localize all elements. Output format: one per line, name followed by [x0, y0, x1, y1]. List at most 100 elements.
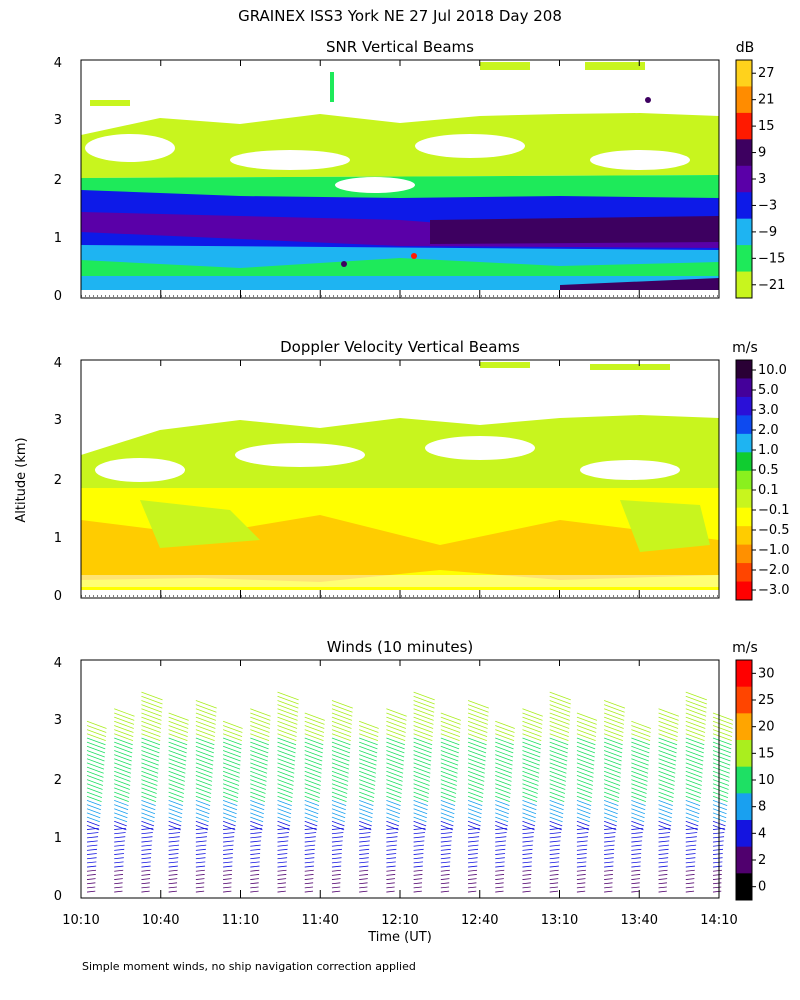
wind-barb	[413, 832, 426, 835]
wind-barb	[195, 712, 217, 721]
wind-barb	[576, 808, 591, 815]
wind-barb	[168, 825, 181, 831]
wind-barb	[195, 827, 208, 830]
wind-barb	[141, 844, 152, 847]
wind-barb	[386, 795, 402, 802]
wind-barb	[576, 791, 592, 798]
wind-barb	[250, 812, 264, 819]
colorbar-swatch	[736, 581, 752, 601]
wind-barb	[413, 812, 427, 819]
panel-winds: Winds (10 minutes) 0 1 2 3 4 10:10 10:40 1…	[54, 638, 775, 928]
wind-barb	[359, 770, 376, 778]
wind-barb	[631, 840, 643, 843]
wind-barb	[114, 775, 131, 782]
wind-barb	[576, 816, 590, 823]
figure-title: GRAINEX ISS3 York NE 27 Jul 2018 Day 208	[238, 7, 562, 25]
y-tick-label: 2	[54, 773, 62, 788]
wind-barb	[223, 840, 234, 843]
wind-barb	[522, 848, 533, 851]
wind-barb	[413, 886, 422, 889]
wind-barb	[195, 795, 211, 802]
wind-barb	[712, 882, 722, 885]
wind-barb	[223, 886, 232, 889]
doppler-gap	[425, 436, 535, 460]
wind-barb	[685, 874, 695, 876]
wind-barb	[576, 758, 595, 766]
wind-barb	[331, 750, 350, 758]
wind-barb	[141, 766, 159, 774]
wind-barb	[359, 720, 379, 729]
wind-barb	[440, 770, 458, 778]
wind-barb	[440, 729, 460, 737]
wind-barb	[495, 844, 506, 847]
wind-barb	[413, 762, 431, 770]
wind-barb	[386, 832, 398, 835]
wind-barb	[522, 758, 540, 766]
wind-profile	[386, 708, 407, 893]
wind-barb	[277, 857, 288, 860]
wind-barb	[549, 720, 570, 729]
wind-barb	[549, 766, 567, 774]
wind-barb	[277, 770, 295, 778]
wind-barb	[222, 750, 241, 758]
wind-barb	[576, 750, 595, 758]
snr-field	[81, 62, 719, 290]
wind-barb	[277, 865, 287, 868]
wind-barb	[495, 758, 513, 766]
wind-barb	[114, 808, 128, 815]
wind-barb	[440, 827, 453, 830]
wind-barb	[277, 733, 297, 742]
wind-barb	[114, 758, 132, 766]
wind-barb	[658, 878, 668, 880]
wind-barb	[223, 861, 233, 864]
wind-barb	[549, 783, 566, 790]
wind-barb	[631, 869, 641, 872]
wind-barb	[522, 770, 540, 778]
wind-barb	[712, 890, 722, 893]
wind-barb	[440, 716, 461, 725]
wind-barb	[304, 869, 314, 872]
wind-barb	[522, 886, 531, 889]
wind-barb	[331, 700, 353, 709]
colorbar-swatch	[736, 245, 752, 273]
wind-barb	[168, 878, 178, 880]
wind-profile	[141, 691, 163, 893]
wind-barb	[576, 741, 596, 750]
wind-barb	[712, 779, 730, 786]
wind-barb	[277, 775, 294, 782]
wind-barb	[440, 758, 459, 766]
wind-barb	[359, 816, 373, 823]
wind-barb	[522, 844, 533, 847]
wind-barb	[331, 729, 352, 737]
wind-barb	[277, 825, 290, 831]
wind-barb	[685, 770, 703, 778]
wind-barb	[223, 869, 233, 872]
wind-barb	[631, 812, 645, 819]
wind-barb	[413, 874, 423, 876]
wind-barb	[495, 820, 508, 827]
wind-barb	[359, 853, 369, 855]
wind-barb	[386, 882, 395, 885]
wind-barb	[168, 762, 186, 770]
wind-barb	[495, 882, 504, 885]
wind-barb	[114, 890, 123, 893]
wind-barb	[114, 878, 123, 880]
wind-barb	[386, 725, 406, 733]
wind-barb	[631, 754, 649, 762]
doppler-green	[620, 500, 710, 552]
wind-barb	[386, 791, 402, 798]
wind-barb	[331, 770, 349, 778]
colorbar-swatch	[736, 433, 752, 453]
wind-barb	[522, 762, 540, 770]
wind-barb	[277, 691, 299, 701]
wind-barb	[222, 737, 242, 746]
wind-barb	[712, 720, 733, 729]
wind-barb	[331, 812, 346, 819]
wind-barb	[712, 758, 731, 766]
wind-barb	[114, 844, 125, 847]
wind-profile	[359, 720, 379, 893]
wind-barb	[413, 804, 428, 811]
wind-barb	[522, 865, 532, 868]
wind-barb	[685, 825, 699, 831]
wind-barb	[631, 729, 651, 737]
